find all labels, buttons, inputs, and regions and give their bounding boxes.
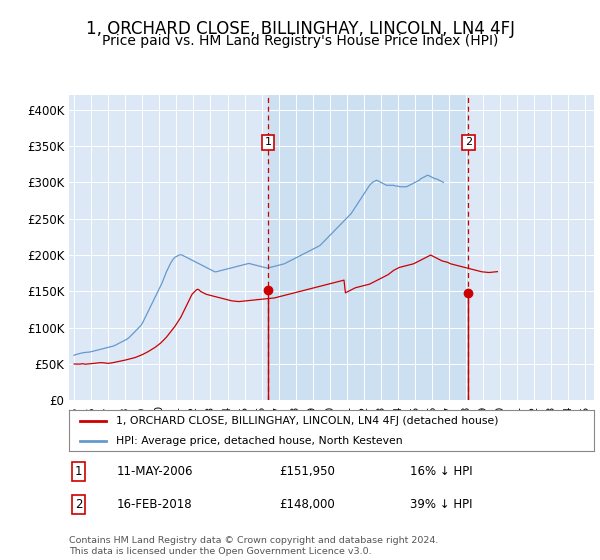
Bar: [268, 95, 468, 400]
Text: Price paid vs. HM Land Registry's House Price Index (HPI): Price paid vs. HM Land Registry's House …: [102, 34, 498, 48]
Text: £151,950: £151,950: [279, 465, 335, 478]
Text: 11-MAY-2006: 11-MAY-2006: [116, 465, 193, 478]
Text: £148,000: £148,000: [279, 498, 335, 511]
Text: 1: 1: [75, 465, 82, 478]
Text: HPI: Average price, detached house, North Kesteven: HPI: Average price, detached house, Nort…: [116, 436, 403, 446]
Text: 2: 2: [464, 137, 472, 147]
Text: 1, ORCHARD CLOSE, BILLINGHAY, LINCOLN, LN4 4FJ (detached house): 1, ORCHARD CLOSE, BILLINGHAY, LINCOLN, L…: [116, 417, 499, 426]
Text: Contains HM Land Registry data © Crown copyright and database right 2024.
This d: Contains HM Land Registry data © Crown c…: [69, 536, 439, 556]
Text: 39% ↓ HPI: 39% ↓ HPI: [410, 498, 473, 511]
Text: 1: 1: [265, 137, 271, 147]
Text: 1, ORCHARD CLOSE, BILLINGHAY, LINCOLN, LN4 4FJ: 1, ORCHARD CLOSE, BILLINGHAY, LINCOLN, L…: [86, 20, 515, 38]
Text: 16-FEB-2018: 16-FEB-2018: [116, 498, 192, 511]
Text: 2: 2: [75, 498, 82, 511]
Text: 16% ↓ HPI: 16% ↓ HPI: [410, 465, 473, 478]
